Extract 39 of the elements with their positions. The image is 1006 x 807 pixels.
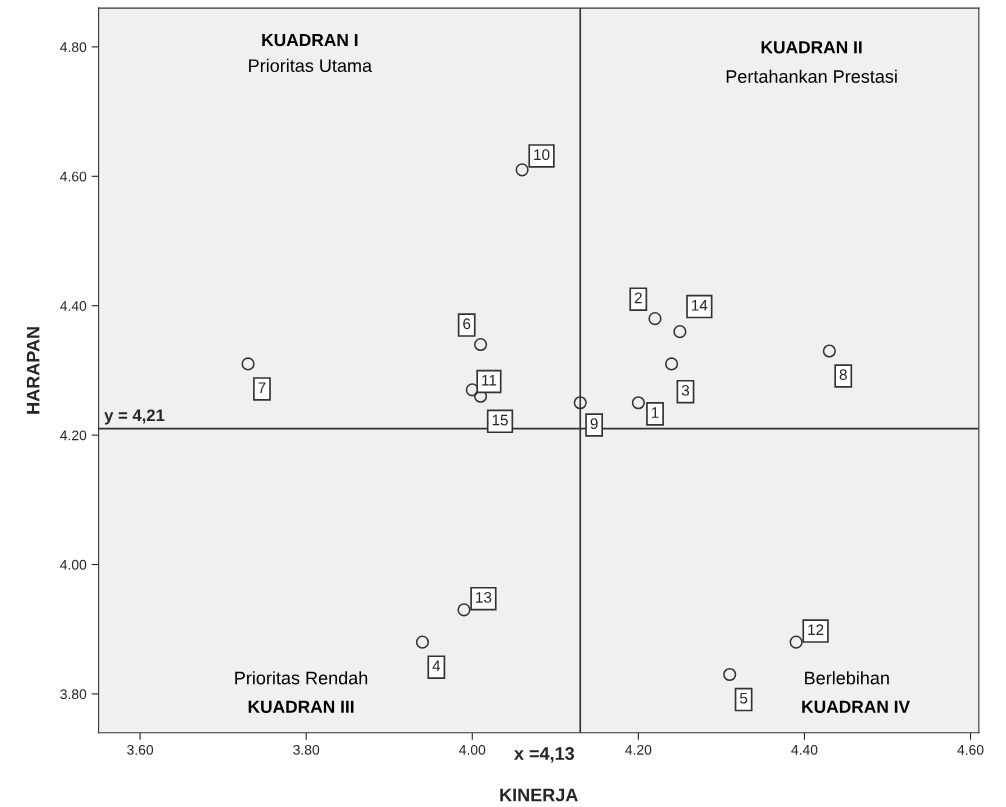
annotation: 9 (590, 418, 598, 430)
x-tick-label: 4.60 (957, 744, 984, 755)
annotation: 14 (692, 300, 708, 311)
y-tick-label: 4.20 (60, 430, 87, 441)
annotation: 15 (492, 414, 508, 426)
annotation: 2 (634, 292, 642, 304)
x-tick-label: 3.60 (127, 744, 154, 755)
annotation: 10 (534, 149, 550, 161)
annotation: Pertahankan Prestasi (726, 69, 897, 83)
annotation: KUADRAN IV (802, 700, 910, 713)
annotation: 11 (482, 374, 497, 386)
annotation: Berlebihan (805, 671, 889, 685)
annotation: 7 (258, 382, 266, 393)
y-axis-title: HARAPAN (26, 327, 40, 414)
annotation: 3 (681, 385, 690, 396)
annotation: 5 (739, 692, 748, 704)
x-tick-label: 4.20 (625, 744, 652, 755)
annotation: KUADRAN III (248, 700, 354, 713)
annotation: 4 (432, 660, 441, 672)
ref-line-label: x =4,13 (514, 747, 575, 763)
annotation: 12 (808, 624, 824, 636)
x-tick-label: 4.40 (791, 744, 818, 755)
y-tick-label: 4.00 (60, 559, 87, 570)
annotation: 1 (651, 407, 659, 418)
annotation: 6 (463, 318, 471, 330)
annotation: Prioritas Rendah (235, 671, 368, 685)
y-tick-label: 4.60 (60, 171, 87, 182)
y-tick-label: 4.40 (60, 301, 87, 311)
x-tick-label: 3.80 (293, 744, 320, 755)
y-tick-label: 3.80 (60, 689, 87, 700)
annotation: 8 (839, 369, 847, 381)
annotation: KUADRAN I (262, 34, 358, 47)
annotation: Prioritas Utama (249, 58, 373, 73)
annotation: 13 (476, 591, 492, 603)
x-tick-label: 4.00 (459, 744, 486, 755)
y-tick-label: 4.80 (60, 42, 87, 53)
x-axis-title: KINERJA (500, 788, 578, 802)
ref-line-label: y = 4,21 (104, 409, 165, 425)
annotation: KUADRAN II (761, 41, 862, 54)
